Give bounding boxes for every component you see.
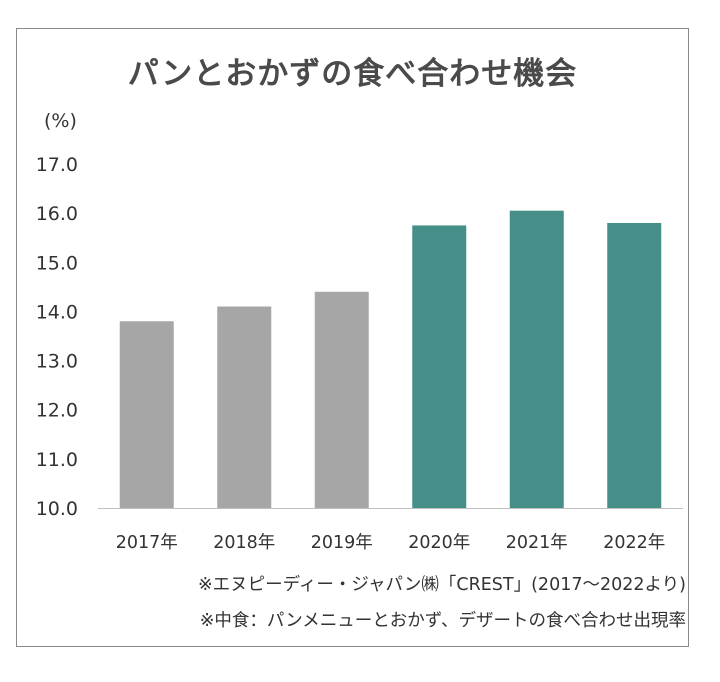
bar: [509, 210, 564, 508]
x-tick-label: 2020年: [408, 533, 470, 553]
y-tick-label: 15.0: [36, 252, 78, 274]
y-tick-label: 16.0: [36, 203, 78, 225]
bar: [217, 306, 272, 508]
y-tick-label: 14.0: [36, 301, 78, 323]
chart-frame: [16, 28, 689, 647]
chart-title: パンとおかずの食べ合わせ機会: [127, 56, 578, 92]
bar-layer: [119, 210, 662, 508]
x-tick-label: 2018年: [213, 533, 275, 553]
y-tick-label: 17.0: [36, 154, 78, 176]
x-tick-label: 2017年: [116, 533, 178, 553]
bar: [412, 225, 467, 508]
y-tick-label: 13.0: [36, 351, 78, 373]
y-tick-label: 11.0: [36, 449, 78, 471]
y-tick-label: 12.0: [36, 400, 78, 422]
y-axis-unit-label: (%): [44, 110, 77, 132]
x-tick-label: 2021年: [506, 533, 568, 553]
y-tick-label: 10.0: [36, 498, 78, 520]
bar: [314, 291, 369, 508]
x-tick-label: 2022年: [603, 533, 665, 553]
source-note: ※エヌピーディー・ジャパン㈱「CREST」(2017〜2022より): [197, 575, 686, 595]
definition-note: ※中食：パンメニューとおかず、デザートの食べ合わせ出現率: [199, 611, 686, 631]
bar: [607, 222, 662, 508]
label-layer: (%) 10.0 11.0 12.0 13.0 14.0 15.0 16.0 17.0 2017年…: [36, 110, 666, 553]
x-tick-label: 2019年: [311, 533, 373, 553]
bar: [119, 321, 174, 508]
